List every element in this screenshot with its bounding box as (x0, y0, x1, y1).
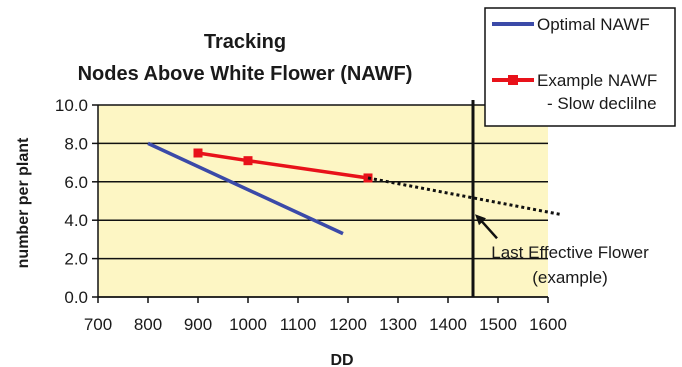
tick-label-x-5: 1200 (329, 315, 367, 334)
tick-label-x-1: 800 (134, 315, 162, 334)
series-line-2 (367, 176, 561, 216)
tick-label-x-9: 1600 (529, 315, 567, 334)
legend-label-optimal: Optimal NAWF (537, 15, 650, 34)
chart-title-line-1: Tracking (204, 31, 286, 53)
annotation-arrow-shaft (479, 218, 498, 240)
legend: Optimal NAWF Example NAWF - Slow decliln… (484, 7, 676, 127)
tick-label-y-5: 10.0 (55, 96, 88, 115)
tick-label-y-3: 6.0 (64, 173, 88, 192)
annotation-text-line-2: (example) (532, 268, 608, 287)
axes: 0.0 2.0 4.0 6.0 8.0 10.0 700 800 900 1000 1100 1200… (55, 96, 567, 334)
series (147, 141, 561, 236)
series-1-point-0 (193, 148, 203, 158)
tick-label-x-6: 1300 (379, 315, 417, 334)
annotation-text-line-1: Last Effective Flower (491, 243, 649, 262)
y-axis-label: number per plant (15, 137, 32, 268)
annotation-arrow-head (475, 214, 486, 226)
plot-area (98, 105, 548, 297)
series-line-0 (147, 141, 344, 236)
chart-title-line-2: Nodes Above White Flower (NAWF) (78, 63, 413, 85)
legend-label-example-2: - Slow declilne (547, 94, 657, 113)
tick-label-x-3: 1000 (229, 315, 267, 334)
legend-label-example-1: Example NAWF (537, 71, 657, 90)
tick-label-y-0: 0.0 (64, 288, 88, 307)
tick-label-x-7: 1400 (429, 315, 467, 334)
x-axis-label: DD (330, 352, 353, 367)
annotations: Last Effective Flower (example) (471, 100, 649, 297)
tick-label-y-4: 8.0 (64, 134, 88, 153)
tick-label-x-4: 1100 (280, 315, 317, 334)
tick-label-y-2: 4.0 (64, 211, 88, 230)
series-1-point-1 (243, 156, 253, 166)
legend-box (484, 7, 676, 127)
legend-marker-example (508, 75, 518, 85)
tick-label-x-0: 700 (84, 315, 112, 334)
tick-label-y-1: 2.0 (64, 250, 88, 269)
tick-label-x-8: 1500 (479, 315, 517, 334)
tick-label-x-2: 900 (184, 315, 212, 334)
